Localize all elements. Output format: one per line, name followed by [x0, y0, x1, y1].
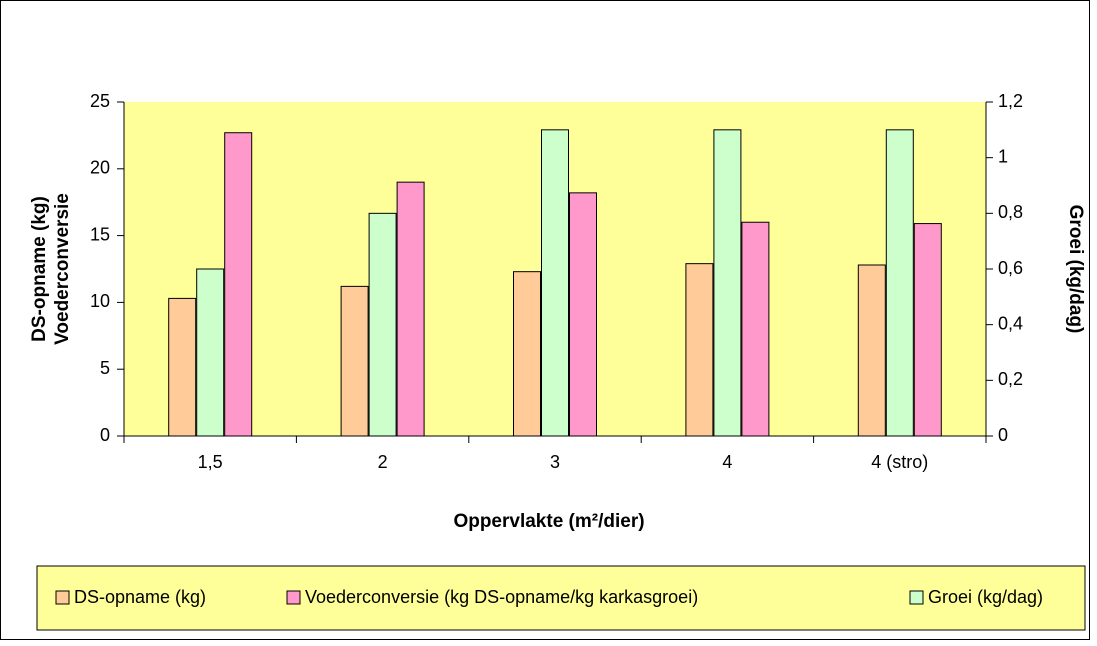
legend-label: DS-opname (kg)	[74, 587, 206, 607]
bar	[368, 212, 397, 437]
legend-label: Groei (kg/dag)	[928, 587, 1043, 607]
y2-tick-label: 1	[998, 146, 1008, 166]
x-tick-label: 3	[550, 452, 560, 472]
legend-swatch	[55, 590, 70, 605]
y-tick-label: 20	[90, 158, 110, 178]
y2-axis-title: Groei (kg/dag)	[1065, 205, 1086, 334]
bar	[713, 129, 742, 437]
legend-label: Voederconversie (kg DS-opname/kg karkasg…	[305, 587, 698, 607]
x-axis-title: Oppervlakte (m²/dier)	[453, 511, 644, 532]
y2-tick-label: 0,8	[998, 202, 1023, 222]
y-tick-label: 15	[90, 224, 110, 244]
y-axis-title: Voederconversie	[52, 193, 73, 345]
bar	[196, 268, 225, 437]
legend-swatch	[909, 590, 924, 605]
x-tick-label: 4 (stro)	[871, 452, 928, 472]
bar	[224, 132, 253, 437]
x-tick-label: 2	[378, 452, 388, 472]
bar	[913, 223, 942, 437]
x-tick-label: 1,5	[198, 452, 223, 472]
y2-tick-label: 0	[998, 425, 1008, 445]
bar	[857, 264, 886, 437]
y-tick-label: 5	[100, 358, 110, 378]
bar	[741, 221, 770, 437]
legend-swatch	[286, 590, 301, 605]
bar	[168, 297, 197, 437]
bar	[396, 181, 425, 437]
y-tick-label: 25	[90, 91, 110, 111]
bar	[685, 263, 714, 437]
bar	[513, 271, 541, 437]
y-tick-label: 10	[90, 291, 110, 311]
bar	[541, 129, 569, 437]
bar	[885, 129, 914, 437]
y2-tick-label: 0,6	[998, 258, 1023, 278]
y-tick-label: 0	[100, 425, 110, 445]
y-axis-title: DS-opname (kg)	[29, 196, 50, 342]
bar	[569, 192, 597, 437]
x-tick-label: 4	[722, 452, 732, 472]
y2-tick-label: 0,2	[998, 369, 1023, 389]
y2-tick-label: 1,2	[998, 91, 1023, 111]
y2-tick-label: 0,4	[998, 313, 1023, 333]
bar	[340, 285, 369, 437]
